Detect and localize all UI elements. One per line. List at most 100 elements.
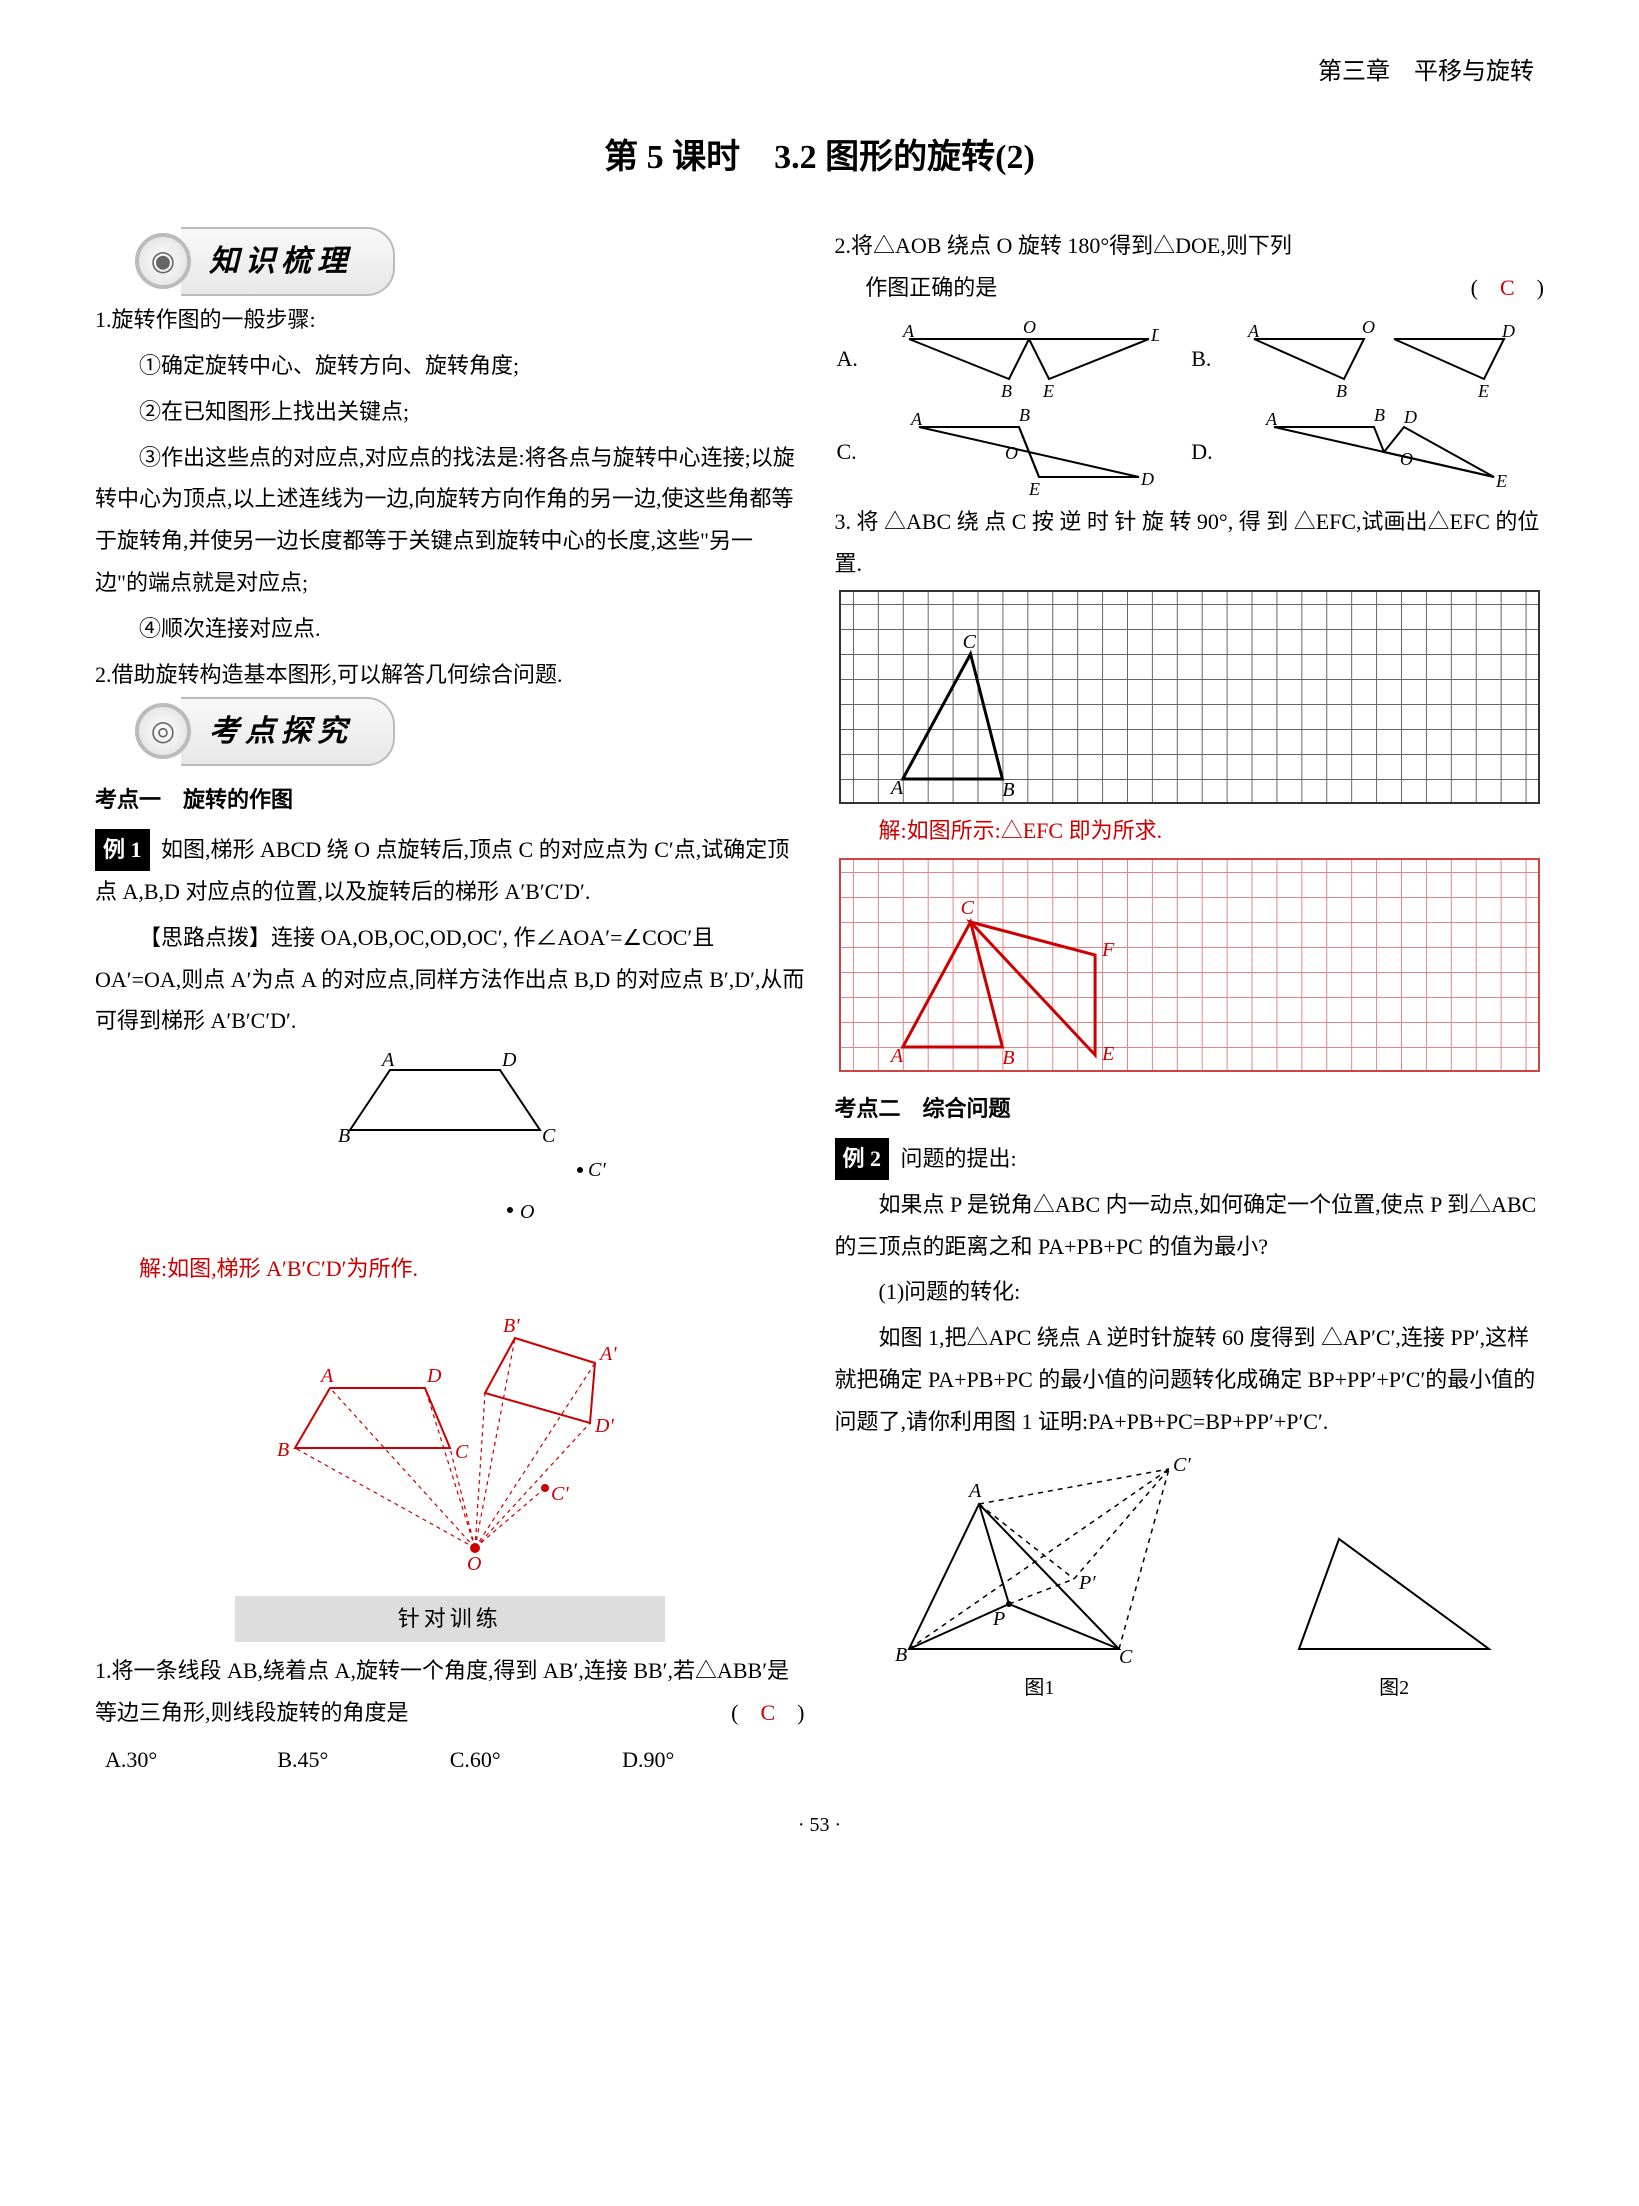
- example-1-text: 如图,梯形 ABCD 绕 O 点旋转后,顶点 C 的对应点为 C′点,试确定顶点…: [95, 837, 789, 904]
- svg-text:E: E: [1101, 1043, 1114, 1065]
- q3-grid-given: A B C: [839, 590, 1541, 804]
- left-column: ◉ 知识梳理 1.旋转作图的一般步骤: ①确定旋转中心、旋转方向、旋转角度; ②…: [95, 225, 805, 1781]
- svg-text:C: C: [960, 897, 974, 919]
- svg-text:P: P: [992, 1608, 1005, 1630]
- q1-opt-d: D.90°: [622, 1739, 794, 1781]
- example-2-label: 例 2: [835, 1138, 890, 1180]
- svg-text:C': C': [588, 1159, 606, 1181]
- practice-banner: 针对训练: [235, 1596, 665, 1642]
- svg-text:C: C: [542, 1125, 556, 1147]
- q2-text-a: 2.将△AOB 绕点 O 旋转 180°得到△DOE,则下列: [835, 233, 1292, 258]
- svg-text:D: D: [1403, 407, 1417, 427]
- q2-answer-slot: ( C ): [1471, 267, 1544, 309]
- svg-text:P′: P′: [1078, 1572, 1096, 1594]
- q1-opt-a: A.30°: [105, 1739, 277, 1781]
- svg-text:C: C: [1119, 1646, 1133, 1668]
- svg-text:C': C': [551, 1483, 569, 1505]
- svg-text:O: O: [1005, 443, 1018, 463]
- example-1-solution: 解:如图,梯形 A′B′C′D′为所作.: [95, 1248, 805, 1290]
- q1-opt-c: C.60°: [450, 1739, 622, 1781]
- knowledge-2: 2.借助旋转构造基本图形,可以解答几何综合问题.: [95, 654, 805, 696]
- example-2-p2: 如图 1,把△APC 绕点 A 逆时针旋转 60 度得到 △AP′C′,连接 P…: [835, 1317, 1545, 1442]
- chapter-header: 第三章 平移与旋转: [95, 50, 1544, 96]
- svg-text:D': D': [594, 1415, 614, 1437]
- banner-knowledge: ◉ 知识梳理: [135, 233, 805, 289]
- q1-options: A.30° B.45° C.60° D.90°: [95, 1739, 805, 1781]
- example-1-label: 例 1: [95, 829, 150, 871]
- q2-label-c: C.: [837, 431, 871, 473]
- svg-text:B: B: [277, 1439, 289, 1461]
- right-column: 2.将△AOB 绕点 O 旋转 180°得到△DOE,则下列 作图正确的是 ( …: [835, 225, 1545, 1781]
- svg-text:O: O: [1362, 319, 1375, 337]
- svg-text:D: D: [1140, 469, 1154, 489]
- banner-explore-label: 考点探究: [181, 697, 395, 766]
- fig-2: [1279, 1509, 1509, 1669]
- svg-text:B: B: [1001, 381, 1012, 399]
- svg-text:D: D: [501, 1050, 517, 1071]
- fig-1-label: 图1: [869, 1669, 1209, 1707]
- q2-fig-b: A O B D E: [1244, 319, 1524, 399]
- example-1-figure-solution: A D B C B' A' D' C' O: [95, 1298, 805, 1578]
- svg-text:O: O: [1023, 319, 1036, 337]
- fig-1: A B C P P′ C′: [869, 1449, 1209, 1669]
- svg-text:D: D: [1150, 325, 1159, 345]
- svg-text:A: A: [967, 1480, 982, 1502]
- svg-text:A: A: [888, 1045, 903, 1067]
- example-2-figures: A B C P P′ C′ 图1 图2: [835, 1449, 1545, 1707]
- svg-text:F: F: [1101, 939, 1115, 961]
- q1-text: 1.将一条线段 AB,绕着点 A,旋转一个角度,得到 AB′,连接 BB′,若△…: [95, 1658, 789, 1725]
- svg-text:A: A: [380, 1050, 395, 1071]
- knowledge-1-head: 1.旋转作图的一般步骤:: [95, 299, 805, 341]
- svg-text:B: B: [1374, 407, 1385, 425]
- svg-text:C: C: [962, 631, 976, 653]
- svg-text:O: O: [1400, 449, 1413, 469]
- q2-diagrams: A. A O D B E B.: [835, 315, 1545, 501]
- kp1-title: 考点一 旋转的作图: [95, 779, 293, 821]
- svg-text:O: O: [520, 1201, 534, 1223]
- q2-fig-a: A O D B E: [899, 319, 1159, 399]
- knowledge-step-3: ③作出这些点的对应点,对应点的找法是:将各点与旋转中心连接;以旋转中心为顶点,以…: [95, 437, 805, 604]
- q2-fig-d: A B O D E: [1254, 407, 1514, 497]
- knowledge-step-4: ④顺次连接对应点.: [95, 608, 805, 650]
- svg-text:B: B: [1002, 779, 1014, 801]
- svg-text:E: E: [1477, 381, 1489, 399]
- svg-text:A: A: [910, 409, 923, 429]
- q1-answer-slot: ( C ): [731, 1692, 804, 1734]
- page-title: 第 5 课时 3.2 图形的旋转(2): [95, 126, 1544, 191]
- example-2-lead: 问题的提出:: [901, 1146, 1017, 1171]
- q2-fig-c: A B O E D: [899, 407, 1159, 497]
- knowledge-step-2: ②在已知图形上找出关键点;: [95, 391, 805, 433]
- q2-answer: C: [1500, 275, 1515, 300]
- page-number: · 53 ·: [95, 1806, 1544, 1844]
- q2-label-d: D.: [1191, 431, 1225, 473]
- example-2-sub: (1)问题的转化:: [835, 1271, 1545, 1313]
- kp2-title: 考点二 综合问题: [835, 1088, 1011, 1130]
- example-1-hint: 【思路点拨】连接 OA,OB,OC,OD,OC′, 作∠AOA′=∠COC′且 …: [95, 917, 805, 1042]
- svg-text:C: C: [455, 1441, 469, 1463]
- svg-text:A': A': [598, 1343, 617, 1365]
- svg-text:A: A: [888, 777, 903, 799]
- q3-text: 3. 将 △ABC 绕 点 C 按 逆 时 针 旋 转 90°, 得 到 △EF…: [835, 501, 1545, 585]
- q1-opt-b: B.45°: [277, 1739, 449, 1781]
- svg-text:E: E: [1495, 471, 1507, 491]
- q3-solution: 解:如图所示:△EFC 即为所求.: [835, 810, 1545, 852]
- pin-icon: ◉: [135, 233, 191, 289]
- q1-answer: C: [760, 1700, 775, 1725]
- example-2-p1: 如果点 P 是锐角△ABC 内一动点,如何确定一个位置,使点 P 到△ABC 的…: [835, 1184, 1545, 1268]
- fig-2-label: 图2: [1279, 1669, 1509, 1707]
- magnifier-icon: ◎: [135, 703, 191, 759]
- q3-grid-solution: A B C E F: [839, 858, 1541, 1072]
- svg-text:C′: C′: [1173, 1454, 1191, 1476]
- q2-label-a: A.: [837, 338, 871, 380]
- q2-label-b: B.: [1191, 338, 1225, 380]
- knowledge-step-1: ①确定旋转中心、旋转方向、旋转角度;: [95, 345, 805, 387]
- svg-text:D: D: [1501, 321, 1515, 341]
- svg-text:D: D: [426, 1365, 442, 1387]
- svg-text:B: B: [338, 1125, 350, 1147]
- svg-text:B: B: [1002, 1047, 1014, 1069]
- svg-text:A: A: [1265, 409, 1278, 429]
- svg-text:O: O: [467, 1553, 481, 1575]
- svg-text:A: A: [319, 1365, 334, 1387]
- svg-text:B: B: [1019, 407, 1030, 425]
- svg-text:B': B': [503, 1315, 520, 1337]
